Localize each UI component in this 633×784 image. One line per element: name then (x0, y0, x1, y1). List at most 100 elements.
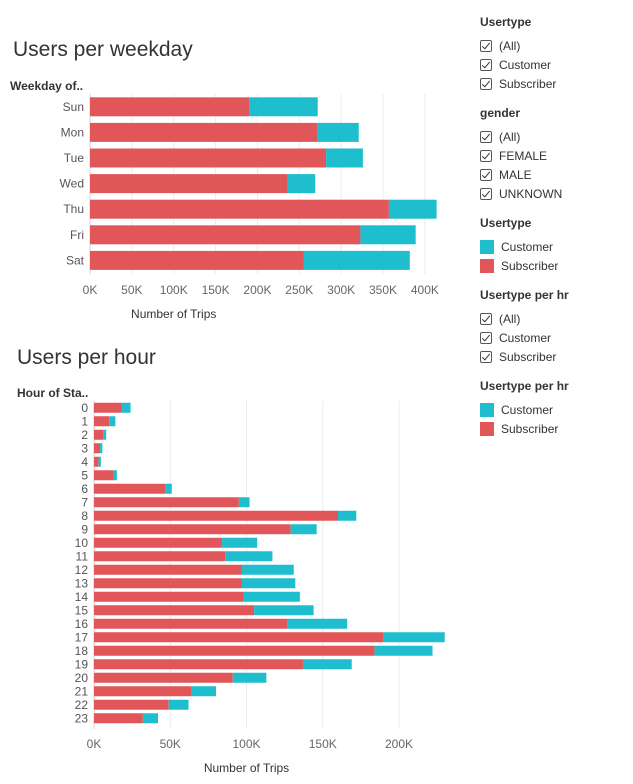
hour-x-tick-label: 100K (232, 737, 260, 751)
filter-option[interactable]: FEMALE (480, 146, 630, 165)
hour-bar-subscriber (94, 713, 143, 724)
checkbox-checked-icon[interactable] (480, 130, 492, 143)
filter-option[interactable]: (All) (480, 127, 630, 146)
weekday-x-axis-title: Number of Trips (131, 307, 216, 321)
legend-item-label: Subscriber (499, 76, 557, 91)
weekday-x-tick-label: 250K (285, 283, 313, 297)
hour-bar-customer (338, 510, 357, 521)
legend-title: Usertype per hr (480, 288, 569, 302)
filter-option[interactable]: Subscriber (480, 347, 630, 366)
legend-item: Subscriber (480, 256, 630, 275)
hour-bar-subscriber (94, 443, 101, 454)
hour-bar-customer (142, 713, 159, 724)
checkbox-checked-icon[interactable] (480, 350, 492, 363)
legend-item-label: FEMALE (499, 148, 548, 163)
hour-category-label: 23 (75, 711, 89, 725)
hour-bar-subscriber (94, 416, 110, 427)
hour-bar-subscriber (94, 672, 233, 683)
filter-option[interactable]: Subscriber (480, 74, 630, 93)
legend-block: Usertype per hr (All) Customer Subscriber (480, 287, 630, 366)
checkbox-checked-icon[interactable] (480, 187, 492, 200)
hour-category-label: 18 (75, 644, 89, 658)
hour-bar-subscriber (94, 456, 99, 467)
hour-bar-customer (302, 659, 352, 670)
weekday-bar-customer (360, 225, 416, 245)
weekday-bar-customer (249, 97, 318, 117)
row-header-weekday[interactable]: Weekday of.. (10, 79, 84, 93)
hour-bar-subscriber (94, 699, 169, 710)
hour-bar-subscriber (94, 618, 288, 629)
checkbox-checked-icon[interactable] (480, 39, 492, 52)
hour-bar-customer (290, 524, 317, 535)
hour-bar-customer (98, 456, 101, 467)
checkbox-checked-icon[interactable] (480, 58, 492, 71)
legend-item-label: Subscriber (501, 421, 559, 436)
hour-bar-customer (113, 470, 117, 481)
checkbox-checked-icon[interactable] (480, 312, 492, 325)
weekday-bar-subscriber (90, 174, 288, 194)
filter-option[interactable]: Customer (480, 328, 630, 347)
hour-category-label: 4 (81, 455, 88, 469)
color-swatch (480, 421, 494, 436)
weekday-x-tick-label: 300K (327, 283, 355, 297)
color-swatch (480, 258, 494, 273)
hour-bar-customer (383, 632, 445, 643)
hour-x-tick-label: 50K (160, 737, 181, 751)
hour-x-tick-label: 150K (309, 737, 337, 751)
hour-bar-subscriber (94, 632, 384, 643)
hour-bar-customer (103, 429, 107, 440)
weekday-bar-customer (317, 122, 359, 142)
legend-item-label: (All) (499, 38, 521, 53)
filter-option[interactable]: MALE (480, 165, 630, 184)
checkbox-checked-icon[interactable] (480, 168, 492, 181)
hour-category-label: 8 (81, 509, 88, 523)
hour-category-label: 7 (81, 495, 88, 509)
hour-category-label: 20 (75, 671, 89, 685)
row-header-hour[interactable]: Hour of Sta.. (17, 386, 89, 400)
hour-category-label: 9 (81, 522, 88, 536)
weekday-x-tick-label: 150K (202, 283, 230, 297)
hour-bar-subscriber (94, 564, 242, 575)
hour-category-label: 0 (81, 401, 88, 415)
hour-category-label: 12 (75, 563, 89, 577)
weekday-bar-subscriber (90, 199, 389, 219)
hour-bar-customer (225, 551, 273, 562)
hour-bar-subscriber (94, 402, 122, 413)
checkbox-checked-icon[interactable] (480, 149, 492, 162)
hour-category-label: 2 (81, 428, 88, 442)
legend-item-label: Subscriber (499, 349, 557, 364)
filter-option[interactable]: Customer (480, 55, 630, 74)
hour-bar-customer (287, 618, 348, 629)
legend-item: Customer (480, 237, 630, 256)
weekday-category-label: Sat (66, 253, 85, 267)
filter-option[interactable]: (All) (480, 309, 630, 328)
hour-bar-customer (254, 605, 314, 616)
legend-title: Usertype (480, 216, 532, 230)
legend-block: Usertype Customer Subscriber (480, 215, 630, 275)
hour-bar-subscriber (94, 429, 104, 440)
hour-category-label: 5 (81, 468, 88, 482)
weekday-x-tick-label: 400K (411, 283, 439, 297)
legend-item-label: Customer (499, 57, 552, 72)
hour-bar-customer (241, 564, 294, 575)
checkbox-checked-icon[interactable] (480, 331, 492, 344)
checkbox-checked-icon[interactable] (480, 77, 492, 90)
hour-bar-customer (109, 416, 116, 427)
legend-item-label: (All) (499, 311, 521, 326)
legend-item: Subscriber (480, 419, 630, 438)
weekday-category-label: Tue (64, 151, 85, 165)
hour-bar-customer (165, 483, 172, 494)
hour-category-label: 11 (76, 549, 89, 563)
filter-option[interactable]: UNKNOWN (480, 184, 630, 203)
filter-option[interactable]: (All) (480, 36, 630, 55)
weekday-x-tick-label: 0K (83, 283, 98, 297)
legend-item-label: MALE (499, 167, 532, 182)
hour-bar-subscriber (94, 551, 226, 562)
legend-item-label: UNKNOWN (499, 186, 563, 201)
hour-category-label: 1 (81, 414, 88, 428)
weekday-bar-subscriber (90, 122, 318, 142)
weekday-bar-customer (326, 148, 363, 168)
hour-category-label: 13 (75, 576, 89, 590)
weekday-category-label: Wed (60, 177, 84, 191)
